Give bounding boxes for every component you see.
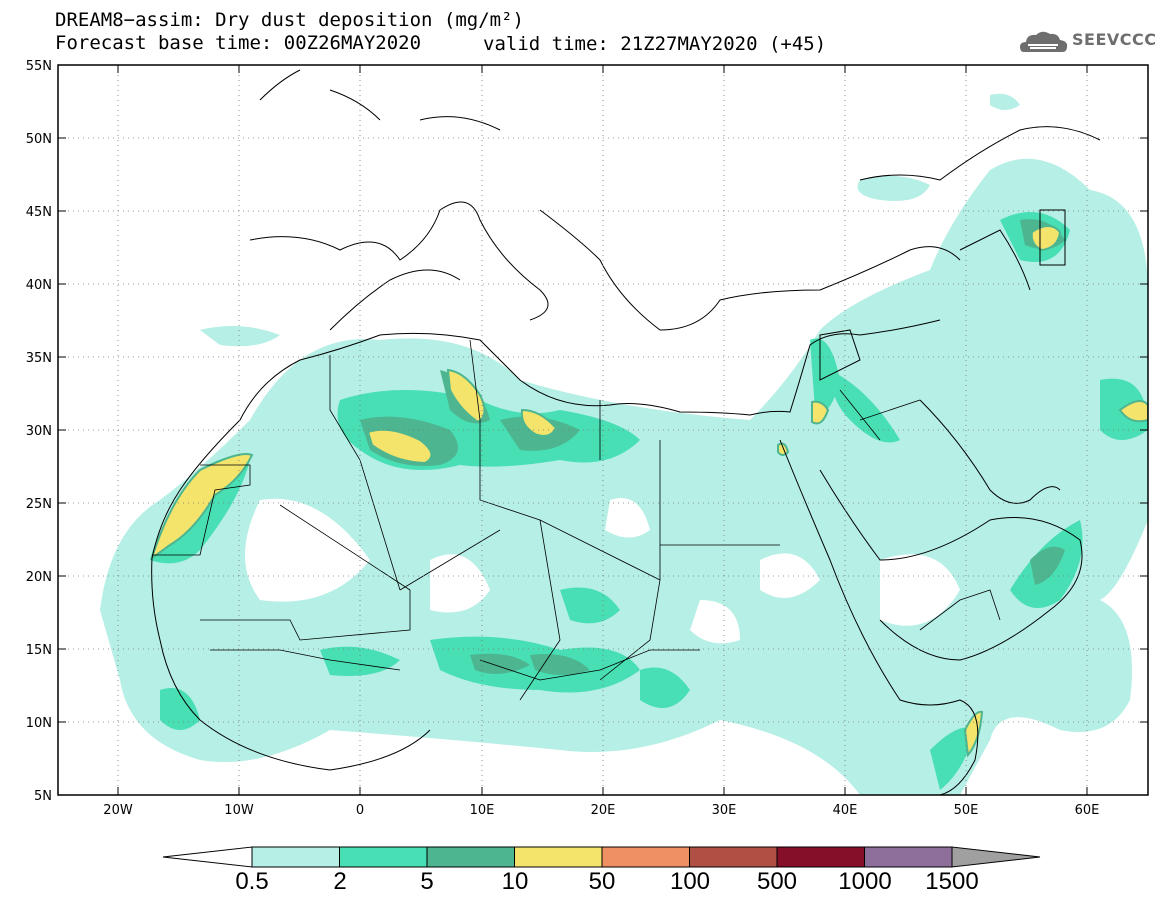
colorbar-swatch (601, 846, 690, 868)
chart-title: DREAM8−assim: Dry dust deposition (mg/m²… (55, 9, 524, 31)
graticule (58, 65, 1148, 795)
lat-tick-label: 15N (26, 643, 52, 658)
lon-tick-label: 20W (103, 803, 133, 818)
colorbar-label: 100 (669, 868, 711, 895)
lon-tick-label: 50E (954, 803, 979, 818)
colorbar-high-arrow (951, 846, 1041, 868)
longitude-labels: 20W 10W 0 10E 20E 30E 40E 50E 60E (103, 803, 1099, 818)
lat-tick-label: 20N (26, 570, 52, 585)
lat-tick-label: 30N (26, 424, 52, 439)
lon-tick-label: 20E (591, 803, 616, 818)
colorbar-label: 0.5 (235, 868, 269, 895)
cloud-logo-icon (1020, 31, 1068, 52)
colorbar-label: 2 (333, 868, 347, 895)
lat-tick-label: 45N (26, 205, 52, 220)
colorbar-label: 10 (501, 868, 529, 895)
lat-tick-label: 35N (26, 351, 52, 366)
logo-text: SEEVCCC (1072, 30, 1157, 49)
forecast-base-time: Forecast base time: 00Z26MAY2020 (55, 32, 422, 54)
colorbar-swatch (339, 846, 428, 868)
lon-tick-label: 10W (224, 803, 254, 818)
latitude-labels: 55N 50N 45N 40N 35N 30N 25N 20N 15N 10N … (26, 59, 52, 804)
colorbar-swatch (689, 846, 778, 868)
lon-tick-label: 10E (470, 803, 495, 818)
colorbar-label: 1500 (925, 868, 979, 895)
lat-tick-label: 55N (26, 59, 52, 74)
lat-tick-label: 25N (26, 497, 52, 512)
lat-tick-label: 50N (26, 132, 52, 147)
colorbar-low-arrow (162, 846, 253, 868)
coastlines (151, 69, 1101, 795)
colorbar (162, 846, 1041, 868)
colorbar-label: 500 (756, 868, 798, 895)
deposition-level-0.5 (100, 93, 1148, 795)
colorbar-swatch (251, 846, 340, 868)
colorbar-swatch (864, 846, 953, 868)
colorbar-swatch (514, 846, 603, 868)
lon-tick-label: 0 (356, 803, 364, 818)
lat-tick-label: 10N (26, 716, 52, 731)
colorbar-label: 50 (588, 868, 616, 895)
lat-tick-label: 40N (26, 278, 52, 293)
lat-tick-label: 5N (34, 789, 52, 804)
colorbar-swatch (776, 846, 865, 868)
valid-time: valid time: 21Z27MAY2020 (+45) (483, 33, 827, 55)
colorbar-swatch (426, 846, 515, 868)
lon-tick-label: 30E (712, 803, 737, 818)
colorbar-label: 1000 (838, 868, 892, 895)
deposition-fields (100, 93, 1148, 795)
lon-tick-label: 60E (1075, 803, 1100, 818)
colorbar-label: 5 (420, 868, 434, 895)
lon-tick-label: 40E (833, 803, 858, 818)
